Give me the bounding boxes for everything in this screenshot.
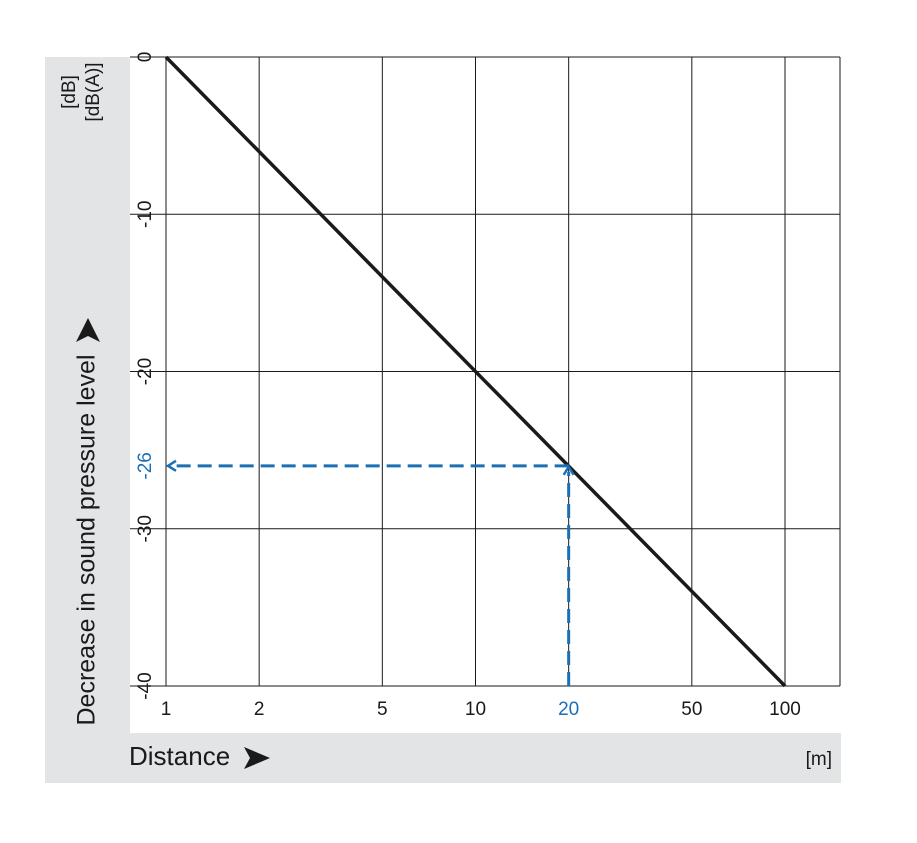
x-tick-label: 5 — [377, 699, 388, 720]
annotation-label: -26 — [135, 452, 156, 479]
y-tick-label: -20 — [135, 358, 156, 385]
y-axis-arrow — [76, 318, 100, 342]
y-label-band — [45, 57, 130, 783]
y-axis-title: Decrease in sound pressure level — [73, 354, 101, 725]
x-tick-label: 2 — [254, 699, 265, 720]
x-tick-label: 1 — [161, 699, 172, 720]
x-axis-title: Distance — [129, 741, 230, 771]
y-tick-label: -40 — [135, 672, 156, 699]
y-unit: [dB(A)] — [83, 62, 104, 121]
y-tick-label: -30 — [135, 515, 156, 542]
x-tick-label: 50 — [681, 699, 702, 720]
annotation-arrow — [562, 464, 575, 476]
y-unit: [dB] — [59, 75, 80, 109]
x-tick-label: 100 — [769, 699, 801, 720]
x-axis-arrow — [244, 747, 270, 769]
y-tick-label: -10 — [135, 201, 156, 228]
x-label-band — [130, 733, 841, 783]
x-unit: [m] — [806, 749, 832, 770]
annotation-arrow — [165, 459, 177, 472]
x-tick-label: 20 — [558, 699, 579, 720]
data-line — [164, 55, 787, 688]
x-tick-label: 10 — [465, 699, 486, 720]
y-tick-label: 0 — [135, 52, 156, 63]
